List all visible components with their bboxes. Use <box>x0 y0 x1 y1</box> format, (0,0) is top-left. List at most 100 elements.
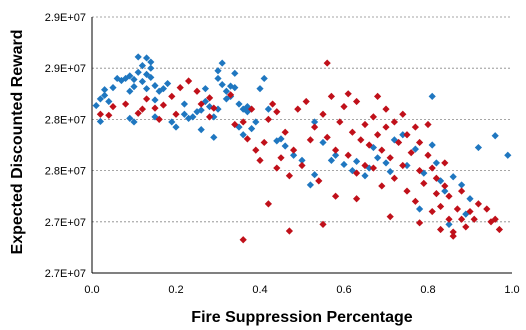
data-point <box>193 108 201 116</box>
data-point <box>248 125 256 133</box>
data-point <box>130 118 138 126</box>
data-point <box>214 67 222 75</box>
y-tick-label: 2.7E+07 <box>45 217 86 229</box>
data-point <box>273 164 281 172</box>
data-point <box>206 94 214 102</box>
data-point <box>285 172 293 180</box>
data-point <box>445 215 453 223</box>
data-point <box>130 83 138 91</box>
data-point <box>248 105 256 113</box>
data-point <box>319 220 327 228</box>
x-axis-title: Fire Suppression Percentage <box>191 309 413 326</box>
data-point <box>382 123 390 131</box>
data-point <box>151 96 159 104</box>
data-point <box>416 138 424 147</box>
data-point <box>227 91 235 99</box>
data-point <box>138 62 146 70</box>
data-point <box>432 159 440 167</box>
data-point <box>264 200 272 208</box>
data-point <box>491 132 499 140</box>
data-point <box>474 200 482 208</box>
y-axis-title: Expected Discounted Reward <box>9 30 26 255</box>
data-point <box>109 84 117 92</box>
data-point <box>260 138 268 147</box>
data-point <box>395 138 403 147</box>
data-point <box>416 167 424 175</box>
data-point <box>432 174 440 182</box>
data-point <box>147 58 155 66</box>
data-point <box>353 157 361 165</box>
data-point <box>470 215 478 223</box>
data-point <box>483 205 491 213</box>
data-point <box>231 84 239 92</box>
data-point <box>109 103 117 111</box>
data-point <box>298 161 306 170</box>
data-point <box>382 159 390 167</box>
data-point <box>231 120 239 129</box>
data-point <box>344 151 352 159</box>
data-point <box>424 151 432 159</box>
data-point <box>348 167 356 175</box>
data-point <box>411 197 419 205</box>
data-point <box>311 118 319 126</box>
x-tick-label: 0.6 <box>336 284 351 296</box>
data-point <box>143 70 151 78</box>
data-point <box>294 105 302 113</box>
data-point <box>235 100 243 108</box>
tick-labels: 2.7E+07 2.7E+07 2.8E+07 2.8E+07 2.9E+07 2.9E+… <box>45 12 520 296</box>
data-point <box>357 136 365 144</box>
data-point <box>138 77 146 86</box>
data-point <box>252 146 260 154</box>
data-point <box>441 182 449 190</box>
data-point <box>466 195 474 203</box>
data-point <box>201 85 209 93</box>
data-point <box>378 182 386 190</box>
data-point <box>369 113 377 121</box>
y-tick-label: 2.9E+07 <box>45 12 86 24</box>
data-point <box>197 126 205 134</box>
data-point <box>290 151 298 159</box>
data-point <box>386 154 394 162</box>
data-point <box>134 68 142 76</box>
data-point <box>441 187 449 195</box>
data-point <box>277 154 285 162</box>
data-point <box>416 205 424 213</box>
data-point <box>210 113 218 121</box>
data-point <box>491 215 499 223</box>
data-point <box>386 168 394 176</box>
data-point <box>332 151 340 159</box>
data-point <box>374 154 382 162</box>
data-point <box>323 59 331 67</box>
data-point <box>353 195 361 203</box>
data-point <box>437 202 445 211</box>
data-point <box>382 105 390 113</box>
data-point <box>235 123 243 131</box>
data-point <box>327 92 335 100</box>
data-point <box>269 100 277 108</box>
data-point <box>143 95 151 103</box>
data-point <box>323 133 331 141</box>
data-point <box>332 192 340 200</box>
data-point <box>399 161 407 170</box>
data-point <box>105 97 113 106</box>
data-point <box>264 115 272 123</box>
data-point <box>285 227 293 235</box>
data-point <box>260 74 268 83</box>
data-point <box>449 228 457 236</box>
data-point <box>101 86 109 94</box>
data-point <box>306 181 314 189</box>
data-point <box>180 110 188 118</box>
data-point <box>319 110 327 118</box>
data-point <box>92 101 100 110</box>
data-point <box>390 136 398 144</box>
data-point <box>403 187 411 195</box>
data-point <box>445 220 453 228</box>
data-point <box>193 87 201 95</box>
data-point <box>185 77 193 85</box>
data-point <box>134 109 142 117</box>
data-point <box>290 146 298 154</box>
data-point <box>428 164 436 172</box>
x-tick-label: 0.2 <box>168 284 183 296</box>
data-point <box>403 161 411 170</box>
